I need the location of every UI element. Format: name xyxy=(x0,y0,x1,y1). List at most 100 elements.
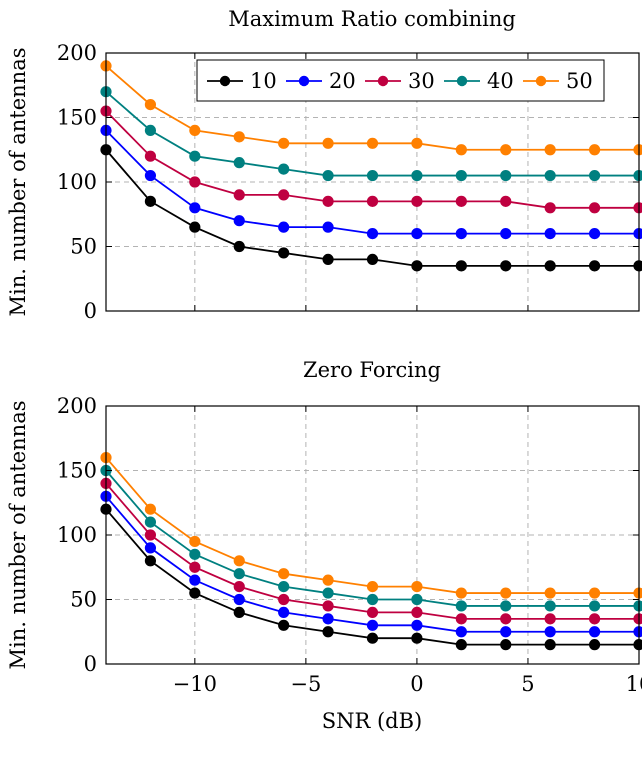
mrc-series-point-10 xyxy=(544,260,556,272)
zf-series-point-30 xyxy=(500,613,512,625)
zf-x-tick-label: −10 xyxy=(173,672,217,696)
mrc-series-point-50 xyxy=(366,137,379,149)
zf-series-point-10 xyxy=(322,626,334,638)
zf-series-point-20 xyxy=(500,626,512,638)
zf-series-point-50 xyxy=(588,587,601,599)
mrc-y-tick-label: 100 xyxy=(57,170,97,194)
mrc-series-point-50 xyxy=(189,124,201,136)
mrc-series-point-50 xyxy=(500,144,512,156)
mrc-y-tick-label: 50 xyxy=(70,235,97,259)
mrc-series-point-40 xyxy=(588,169,601,182)
zf-series-point-10 xyxy=(366,632,379,644)
zf-y-tick-label: 50 xyxy=(70,588,97,612)
zf-series-point-40 xyxy=(144,516,157,528)
mrc-series-point-20 xyxy=(366,228,379,240)
mrc-series-point-10 xyxy=(233,240,245,253)
zf-series-point-20 xyxy=(633,626,642,638)
zf-y-tick-label: 0 xyxy=(84,652,97,676)
zf-series-point-10 xyxy=(633,639,642,651)
mrc-series-group xyxy=(100,60,642,272)
mrc-series-point-50 xyxy=(144,99,157,111)
zf-series-point-30 xyxy=(144,529,157,541)
zf-series-point-30 xyxy=(455,613,467,625)
mrc-series-point-10 xyxy=(278,247,290,259)
mrc-series-point-50 xyxy=(278,137,290,149)
mrc-series-point-10 xyxy=(411,260,423,272)
mrc-series-point-10 xyxy=(189,221,201,233)
mrc-series-point-30 xyxy=(455,195,467,207)
mrc-title: Maximum Ratio combining xyxy=(228,7,516,31)
mrc-series-point-20 xyxy=(544,228,556,240)
mrc-series-point-30 xyxy=(233,189,245,201)
mrc-series-point-40 xyxy=(544,169,556,182)
zf-y-axis-label: Min. number of antennas xyxy=(6,401,30,670)
zf-series-point-50 xyxy=(189,535,201,548)
mrc-series-point-50 xyxy=(544,144,556,156)
mrc-series-point-40 xyxy=(500,169,512,182)
zf-series-point-30 xyxy=(588,613,601,625)
zf-series-point-10 xyxy=(455,639,467,651)
mrc-series-point-20 xyxy=(189,202,201,214)
mrc-series-point-20 xyxy=(144,169,157,182)
zf-series-point-20 xyxy=(189,574,201,586)
zf-series-point-40 xyxy=(189,548,201,560)
mrc-series-point-50 xyxy=(233,131,245,143)
mrc-series-point-40 xyxy=(411,169,423,182)
zf-series-point-10 xyxy=(144,555,157,567)
zf-series-point-50 xyxy=(144,503,157,515)
mrc-y-tick-label: 150 xyxy=(57,106,97,130)
legend-label-50: 50 xyxy=(566,69,593,93)
mrc-series-point-10 xyxy=(144,195,157,207)
mrc-y-axis-label: Min. number of antennas xyxy=(6,48,30,317)
zf-series-point-50 xyxy=(544,587,556,599)
mrc-series-point-30 xyxy=(189,176,201,188)
zf-series-point-30 xyxy=(633,613,642,625)
mrc-series-point-20 xyxy=(455,228,467,240)
zf-series-point-10 xyxy=(233,606,245,619)
mrc-series-point-40 xyxy=(322,169,334,182)
mrc-series-point-40 xyxy=(633,169,642,182)
legend-label-20: 20 xyxy=(329,69,356,93)
mrc-series-point-10 xyxy=(455,260,467,272)
zf-series-point-50 xyxy=(455,587,467,599)
legend-items: 10 20 30 40 50 xyxy=(207,69,593,93)
zf-series-point-20 xyxy=(588,626,601,638)
mrc-legend: 10 20 30 40 50 xyxy=(196,59,605,102)
zf-series-point-20 xyxy=(411,619,423,631)
zf-x-tick-label: 10 xyxy=(626,672,642,696)
mrc-ticks: 0 50 100 150 200 xyxy=(57,41,640,323)
zf-x-tick-label: 5 xyxy=(521,672,534,696)
zf-series-point-30 xyxy=(366,606,379,619)
zf-series-point-20 xyxy=(366,619,379,631)
mrc-series-point-30 xyxy=(588,202,601,214)
zf-y-tick-label: 200 xyxy=(57,394,97,418)
zf-series-point-20 xyxy=(144,542,157,554)
zf-series-point-20 xyxy=(322,613,334,625)
zf-series-point-10 xyxy=(411,632,423,644)
mrc-series-point-50 xyxy=(588,144,601,156)
mrc-series-point-50 xyxy=(411,137,423,149)
mrc-series-line-40 xyxy=(105,91,639,177)
mrc-series-point-10 xyxy=(633,260,642,272)
zf-series-point-50 xyxy=(366,580,379,593)
mrc-series-point-40 xyxy=(455,169,467,182)
zf-series-point-30 xyxy=(233,580,245,593)
zf-ticks: −10−50510050100150200 xyxy=(57,394,642,696)
zf-series-point-40 xyxy=(411,593,423,606)
zf-y-tick-label: 100 xyxy=(57,523,97,547)
zf-title: Zero Forcing xyxy=(303,358,441,382)
mrc-series-point-10 xyxy=(588,260,601,272)
zf-series-point-10 xyxy=(189,587,201,599)
mrc-series-point-40 xyxy=(366,169,379,182)
zf-series-point-30 xyxy=(322,600,334,612)
zf-series-point-40 xyxy=(633,600,642,612)
zf-panel: Zero Forcing −10−50510050100150200 Min. … xyxy=(6,358,642,733)
zf-x-tick-label: −5 xyxy=(290,672,321,696)
mrc-y-tick-label: 200 xyxy=(57,41,97,65)
mrc-series-point-40 xyxy=(278,163,290,175)
mrc-series-point-50 xyxy=(322,137,334,149)
zf-series-point-40 xyxy=(278,580,290,593)
zf-y-tick-label: 150 xyxy=(57,459,97,483)
zf-series-point-10 xyxy=(588,639,601,651)
